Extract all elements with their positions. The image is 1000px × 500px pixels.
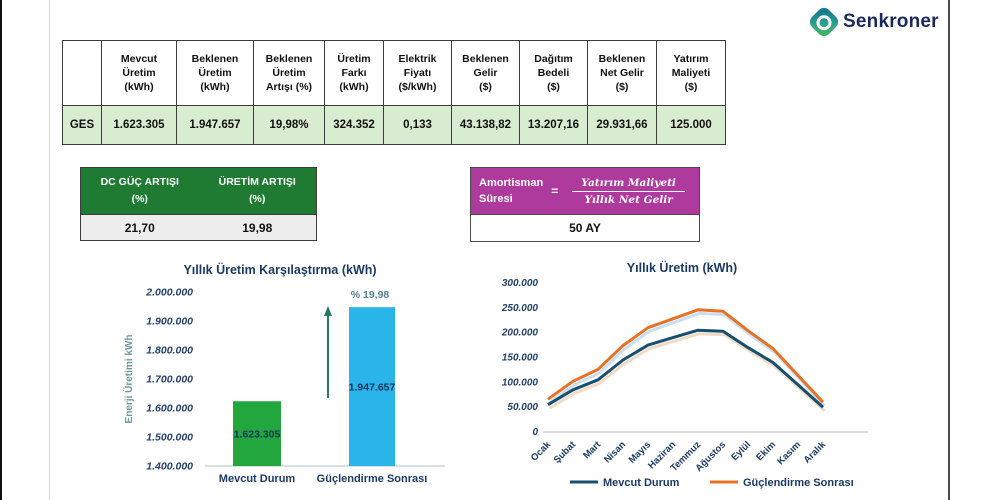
col-header-beklenen-gelir: Beklenen Gelir ($)	[451, 40, 520, 106]
svg-text:Ocak: Ocak	[529, 439, 554, 464]
logo-ring-shape	[816, 14, 832, 30]
summary-table: Mevcut Üretim (kWh) Beklenen Üretim (kWh…	[62, 40, 726, 145]
svg-text:1.400.000: 1.400.000	[146, 461, 193, 473]
col-header-dagitim-bedeli: Dağıtım Bedeli ($)	[519, 40, 588, 106]
amortization-table: Amortisman Süresi = Yatırım Maliyeti Yıl…	[470, 167, 700, 242]
svg-text:50.000: 50.000	[507, 402, 538, 413]
svg-text:Nisan: Nisan	[602, 439, 628, 465]
svg-text:1.700.000: 1.700.000	[146, 374, 193, 386]
svg-text:Güçlendirme Sonrası: Güçlendirme Sonrası	[743, 477, 854, 489]
svg-text:250.000: 250.000	[501, 303, 539, 314]
svg-text:% 19,98: % 19,98	[351, 289, 390, 301]
brand-logo: Senkroner	[807, 5, 939, 39]
svg-text:1.900.000: 1.900.000	[146, 316, 193, 328]
monthly-production-line-chart: Yıllık Üretim (kWh) 300.000 250.000 200.000…	[501, 260, 868, 489]
svg-text:Güçlendirme Sonrası: Güçlendirme Sonrası	[317, 473, 428, 485]
annual-production-bar-chart: Yıllık Üretim Karşılaştırma (kWh) 2.000.0…	[122, 262, 445, 485]
svg-text:Yıllık Üretim (kWh): Yıllık Üretim (kWh)	[627, 260, 737, 275]
svg-text:100.000: 100.000	[502, 377, 539, 388]
col-header-uretim-farki: Üretim Farkı (kWh)	[324, 40, 384, 106]
formula-denominator: Yıllık Net Gelir	[584, 193, 673, 206]
svg-text:1.947.657: 1.947.657	[349, 382, 396, 394]
col-header-beklenen-uretim: Beklenen Üretim (kWh)	[176, 40, 254, 106]
row-label-ges: GES	[62, 105, 102, 145]
cell-uretim-artisi: 19,98%	[253, 105, 325, 145]
svg-text:Eylül: Eylül	[729, 439, 753, 463]
summary-table-data-row: GES 1.623.305 1.947.657 19,98% 324.352 0…	[62, 105, 726, 145]
gain-table: DC GÜÇ ARTIŞI (%) ÜRETİM ARTIŞI (%) 21,7…	[80, 167, 317, 241]
svg-text:Enerji Üretimi kWh: Enerji Üretimi kWh	[122, 335, 135, 424]
col-header-uretim-artisi: Beklenen Üretim Artışı (%)	[253, 40, 325, 106]
amortization-label: Amortisman Süresi	[479, 176, 544, 206]
svg-text:Aralık: Aralık	[802, 439, 829, 466]
cell-elektrik-fiyati: 0,133	[383, 105, 452, 145]
cell-uretim-farki: 324.352	[324, 105, 384, 145]
formula-numerator: Yatırım Maliyeti	[572, 177, 685, 192]
svg-text:1.800.000: 1.800.000	[146, 345, 193, 357]
left-divider-line	[49, 0, 50, 500]
svg-text:0: 0	[532, 427, 538, 438]
gain-table-header: DC GÜÇ ARTIŞI (%) ÜRETİM ARTIŞI (%)	[81, 168, 316, 214]
svg-text:Mevcut Durum: Mevcut Durum	[219, 473, 296, 485]
cell-beklenen-gelir: 43.138,82	[451, 105, 520, 145]
col-header-mevcut-uretim: Mevcut Üretim (kWh)	[101, 40, 177, 106]
gain-value-dc: 21,70	[124, 220, 155, 235]
right-divider-line	[948, 0, 950, 500]
cell-dagitim-bedeli: 13.207,16	[519, 105, 588, 145]
amortization-formula: Yatırım Maliyeti Yıllık Net Gelir	[566, 177, 691, 206]
equals-sign: =	[551, 184, 559, 198]
svg-text:Mevcut Durum: Mevcut Durum	[603, 477, 680, 489]
cell-net-gelir: 29.931,66	[587, 105, 657, 145]
svg-text:200.000: 200.000	[501, 328, 539, 339]
svg-text:300.000: 300.000	[502, 278, 539, 289]
gain-header-uretim: ÜRETİM ARTIŞI (%)	[218, 176, 296, 205]
svg-text:1.600.000: 1.600.000	[146, 403, 193, 415]
brand-name: Senkroner	[843, 11, 939, 32]
col-header-net-gelir: Beklenen Net Gelir ($)	[587, 40, 657, 106]
svg-text:150.000: 150.000	[502, 353, 539, 364]
cell-beklenen-uretim: 1.947.657	[176, 105, 254, 145]
cell-mevcut-uretim: 1.623.305	[101, 105, 177, 145]
amortization-header: Amortisman Süresi = Yatırım Maliyeti Yıl…	[471, 168, 699, 214]
gain-table-values: 21,70 19,98	[81, 214, 316, 240]
svg-text:2.000.000: 2.000.000	[145, 287, 193, 299]
corner-cell	[62, 40, 102, 106]
gain-value-uretim: 19,98	[242, 220, 273, 235]
left-black-edge	[0, 0, 2, 500]
svg-text:Yıllık Üretim Karşılaştırma (k: Yıllık Üretim Karşılaştırma (kWh)	[183, 262, 376, 277]
amortization-value: 50 AY	[471, 214, 699, 241]
cell-yatirim-maliyeti: 125.000	[656, 105, 726, 145]
summary-table-header-row: Mevcut Üretim (kWh) Beklenen Üretim (kWh…	[62, 40, 726, 106]
svg-text:Mart: Mart	[581, 439, 604, 462]
col-header-elektrik-fiyati: Elektrik Fiyatı ($/kWh)	[383, 40, 452, 106]
svg-text:1.500.000: 1.500.000	[146, 432, 193, 444]
gain-header-dc: DC GÜÇ ARTIŞI (%)	[100, 176, 179, 205]
svg-text:Şubat: Şubat	[552, 439, 579, 466]
svg-text:1.623.305: 1.623.305	[234, 429, 281, 441]
svg-text:Kasım: Kasım	[775, 439, 803, 467]
col-header-yatirim-maliyeti: Yatırım Maliyeti ($)	[656, 40, 726, 106]
senkroner-logo-icon	[807, 5, 841, 39]
